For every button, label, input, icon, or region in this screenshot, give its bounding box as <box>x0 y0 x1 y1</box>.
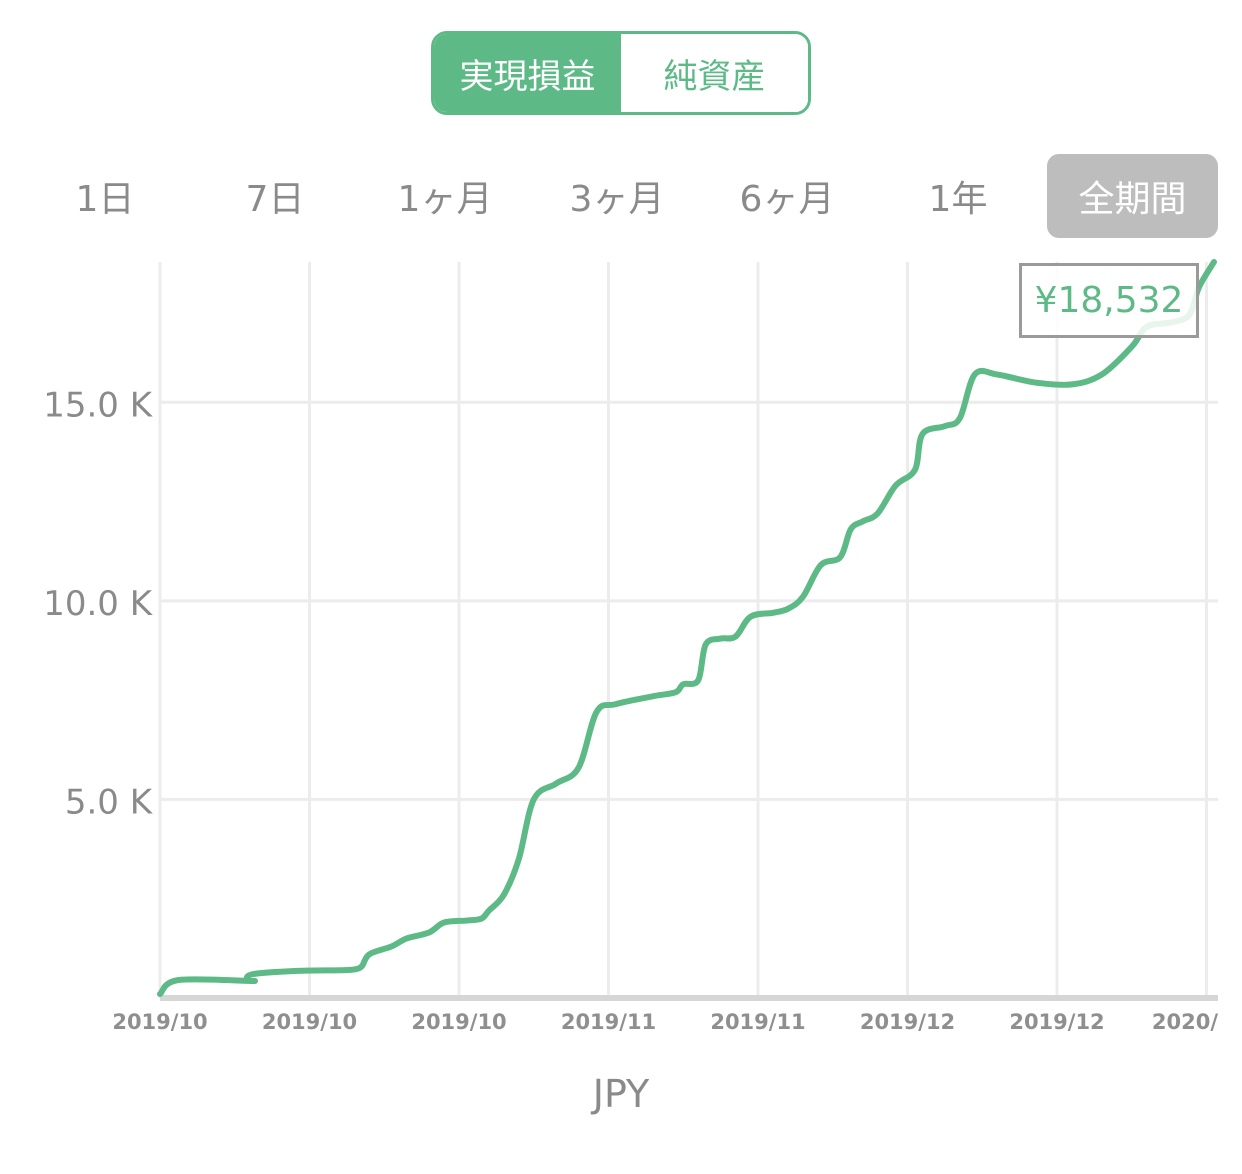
toggle-realized-pnl[interactable]: 実現損益 <box>434 34 621 112</box>
value-tooltip: ¥18,532 <box>1019 263 1199 338</box>
chart-mode-toggle: 実現損益 純資産 <box>431 31 811 115</box>
toggle-net-assets[interactable]: 純資産 <box>621 34 808 112</box>
period-3m[interactable]: 3ヶ月 <box>569 179 665 220</box>
pnl-line-chart[interactable]: 5.0 K 10.0 K 15.0 K 2019/10 2019/10 2019/10 20… <box>0 250 1242 1040</box>
series-layer <box>157 259 1217 998</box>
axes: 5.0 K 10.0 K 15.0 K 2019/10 2019/10 2019/10 20… <box>43 385 1218 1034</box>
x-tick-label: 2019/10 <box>262 1010 357 1034</box>
x-tick-label: 2019/11 <box>710 1010 805 1034</box>
period-all[interactable]: 全期間 <box>1047 154 1218 238</box>
series-line <box>157 259 1217 998</box>
period-7d[interactable]: 7日 <box>245 179 305 220</box>
x-tick-label: 2019/12 <box>860 1010 955 1034</box>
period-selector: 1日 7日 1ヶ月 3ヶ月 6ヶ月 1年 全期間 <box>0 154 1242 238</box>
grid <box>158 262 1218 998</box>
y-tick-label: 15.0 K <box>43 385 154 425</box>
period-1d[interactable]: 1日 <box>75 179 135 220</box>
x-tick-label: 2020/ <box>1152 1010 1218 1034</box>
period-1m[interactable]: 1ヶ月 <box>397 179 493 220</box>
x-tick-label: 2019/12 <box>1009 1010 1104 1034</box>
y-tick-label: 5.0 K <box>65 782 154 822</box>
x-tick-label: 2019/10 <box>411 1010 506 1034</box>
x-tick-label: 2019/11 <box>561 1010 656 1034</box>
x-tick-label: 2019/10 <box>112 1010 207 1034</box>
period-1y[interactable]: 1年 <box>928 179 988 220</box>
period-6m[interactable]: 6ヶ月 <box>739 179 835 220</box>
currency-label: JPY <box>592 1072 650 1116</box>
y-tick-label: 10.0 K <box>43 584 154 624</box>
